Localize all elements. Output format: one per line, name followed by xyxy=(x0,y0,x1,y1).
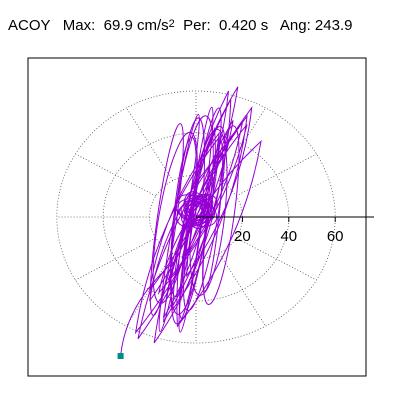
max-label: Max: xyxy=(62,17,96,34)
orbit-loop xyxy=(189,128,228,296)
max-unit-exponent: 2 xyxy=(168,18,175,30)
trace-layer xyxy=(120,86,262,357)
orbit-trace xyxy=(134,86,262,344)
radial-tick-label-60: 60 xyxy=(327,228,344,245)
radial-tick-label-20: 20 xyxy=(234,228,251,245)
max-value: 69.9 cm/s xyxy=(103,17,169,34)
marker-layer xyxy=(117,353,124,360)
period-label: Per: xyxy=(183,17,211,34)
grid-spoke-30 xyxy=(235,153,317,197)
grid-spoke-330 xyxy=(235,237,317,281)
trace-end-marker xyxy=(117,353,124,360)
grid-spoke-210 xyxy=(75,237,157,281)
orbit-loop xyxy=(178,107,222,320)
radial-tick-label-40: 40 xyxy=(280,228,297,245)
channel-name: ACOY xyxy=(8,17,51,34)
radial-axis: 20 40 60 xyxy=(196,216,374,245)
orbit-loop xyxy=(149,123,184,317)
angle-label: Ang: xyxy=(279,17,311,34)
grid-spoke-150 xyxy=(75,153,157,197)
chart-header: ACOY Max: 69.9 cm/s2 Per: 0.420 s Ang: 2… xyxy=(8,17,352,34)
angle-value: 243.9 xyxy=(314,17,353,34)
period-value: 0.420 s xyxy=(218,17,269,34)
orbit-tail xyxy=(120,258,178,357)
